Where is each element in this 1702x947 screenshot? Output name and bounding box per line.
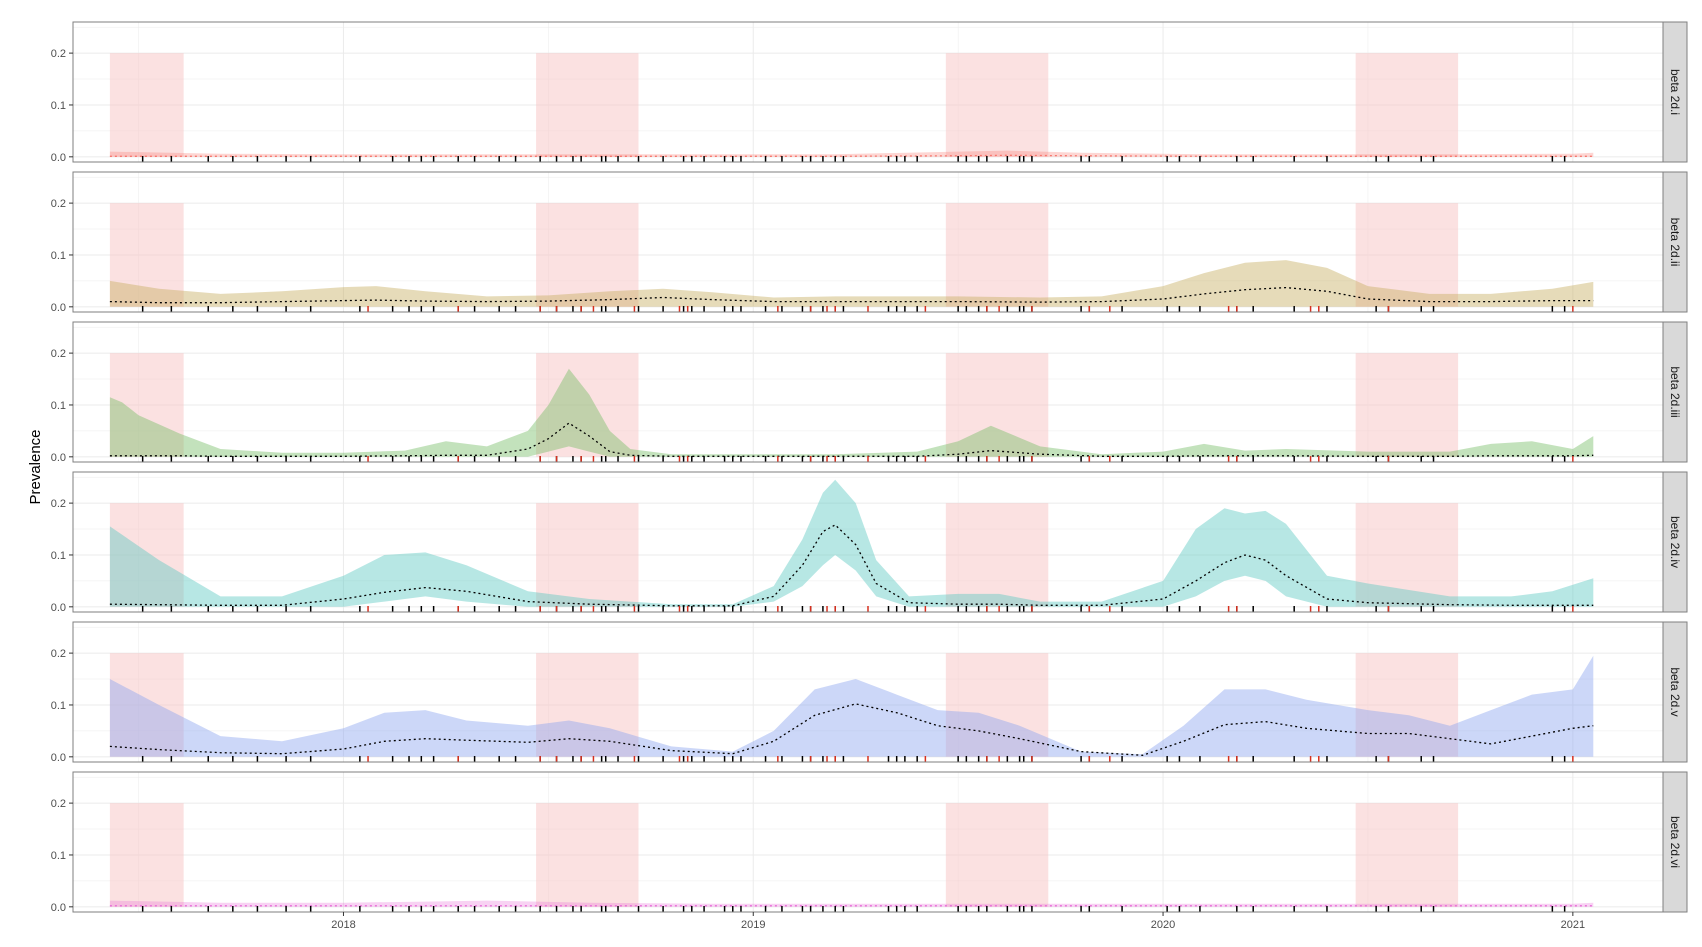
facet-strip <box>1662 171 1688 313</box>
shaded-period <box>109 503 184 607</box>
median-line <box>109 286 1594 304</box>
shaded-period <box>1355 503 1459 607</box>
median-line <box>109 703 1594 756</box>
credible-ribbon <box>109 260 1594 307</box>
facet-strip-label: beta 2d.vi <box>1668 816 1682 868</box>
x-tick-label: 2018 <box>331 919 355 931</box>
credible-ribbon <box>109 655 1594 757</box>
facet-strip-label: beta 2d.iii <box>1668 366 1682 417</box>
shaded-period <box>1355 653 1459 757</box>
facet-strip-label: beta 2d.i <box>1668 69 1682 115</box>
facet-panel: 0.0 0.1 0.2 beta 2d.i <box>51 21 1688 164</box>
shaded-period <box>536 503 639 607</box>
y-tick-label: 0.0 <box>51 752 66 764</box>
y-tick-label: 0.2 <box>51 648 66 660</box>
shaded-period <box>536 353 639 457</box>
facet-strip <box>1662 321 1688 463</box>
x-tick-label: 2020 <box>1151 919 1175 931</box>
shaded-period <box>109 353 184 457</box>
y-tick-label: 0.2 <box>51 798 66 810</box>
facet-strip <box>1662 771 1688 913</box>
y-tick-label: 0.2 <box>51 498 66 510</box>
facet-panel: 0.0 0.1 0.2 beta 2d.iii <box>51 321 1688 464</box>
shaded-period <box>536 653 639 757</box>
shaded-period <box>109 203 184 307</box>
y-axis-label: Prevalence <box>27 429 44 504</box>
y-tick-label: 0.1 <box>51 400 66 412</box>
facet-strip <box>1662 621 1688 763</box>
y-tick-label: 0.1 <box>51 700 66 712</box>
facet-strip-label: beta 2d.v <box>1668 667 1682 716</box>
shaded-period <box>945 353 1049 457</box>
y-tick-label: 0.0 <box>51 152 66 164</box>
y-tick-label: 0.1 <box>51 250 66 262</box>
shaded-period <box>945 203 1049 307</box>
median-line <box>109 524 1594 607</box>
facet-strip <box>1662 21 1688 163</box>
shaded-period <box>945 653 1049 757</box>
credible-ribbon <box>109 479 1594 607</box>
shaded-period <box>1355 803 1459 907</box>
shaded-period <box>945 803 1049 907</box>
shaded-period <box>109 53 184 157</box>
y-tick-label: 0.2 <box>51 48 66 60</box>
y-tick-label: 0.1 <box>51 550 66 562</box>
shaded-period <box>109 803 184 907</box>
facet-strip-label: beta 2d.ii <box>1668 218 1682 267</box>
y-tick-label: 0.0 <box>51 602 66 614</box>
facet-strip <box>1662 471 1688 613</box>
facet-panel: 0.0 0.1 0.2 beta 2d.vi <box>51 771 1688 914</box>
shaded-period <box>536 803 639 907</box>
shaded-period <box>1355 53 1459 157</box>
facet-panel: 0.0 0.1 0.2 beta 2d.ii <box>51 171 1688 314</box>
shaded-period <box>945 53 1049 157</box>
y-tick-label: 0.0 <box>51 452 66 464</box>
y-tick-label: 0.1 <box>51 100 66 112</box>
shaded-period <box>536 53 639 157</box>
shaded-period <box>109 653 184 757</box>
shaded-period <box>536 203 639 307</box>
shaded-period <box>1355 203 1459 307</box>
facet-strip-label: beta 2d.iv <box>1668 516 1682 568</box>
facet-panel: 0.0 0.1 0.2 beta 2d.v <box>51 621 1688 764</box>
x-tick-label: 2021 <box>1561 919 1585 931</box>
credible-ribbon <box>109 150 1594 157</box>
facet-panel: 0.0 0.1 0.2 beta 2d.iv <box>51 471 1688 614</box>
y-tick-label: 0.0 <box>51 902 66 914</box>
y-tick-label: 0.2 <box>51 198 66 210</box>
x-tick-label: 2019 <box>741 919 765 931</box>
shaded-period <box>945 503 1049 607</box>
y-tick-label: 0.1 <box>51 850 66 862</box>
y-tick-label: 0.2 <box>51 348 66 360</box>
shaded-period <box>1355 353 1459 457</box>
y-tick-label: 0.0 <box>51 302 66 314</box>
